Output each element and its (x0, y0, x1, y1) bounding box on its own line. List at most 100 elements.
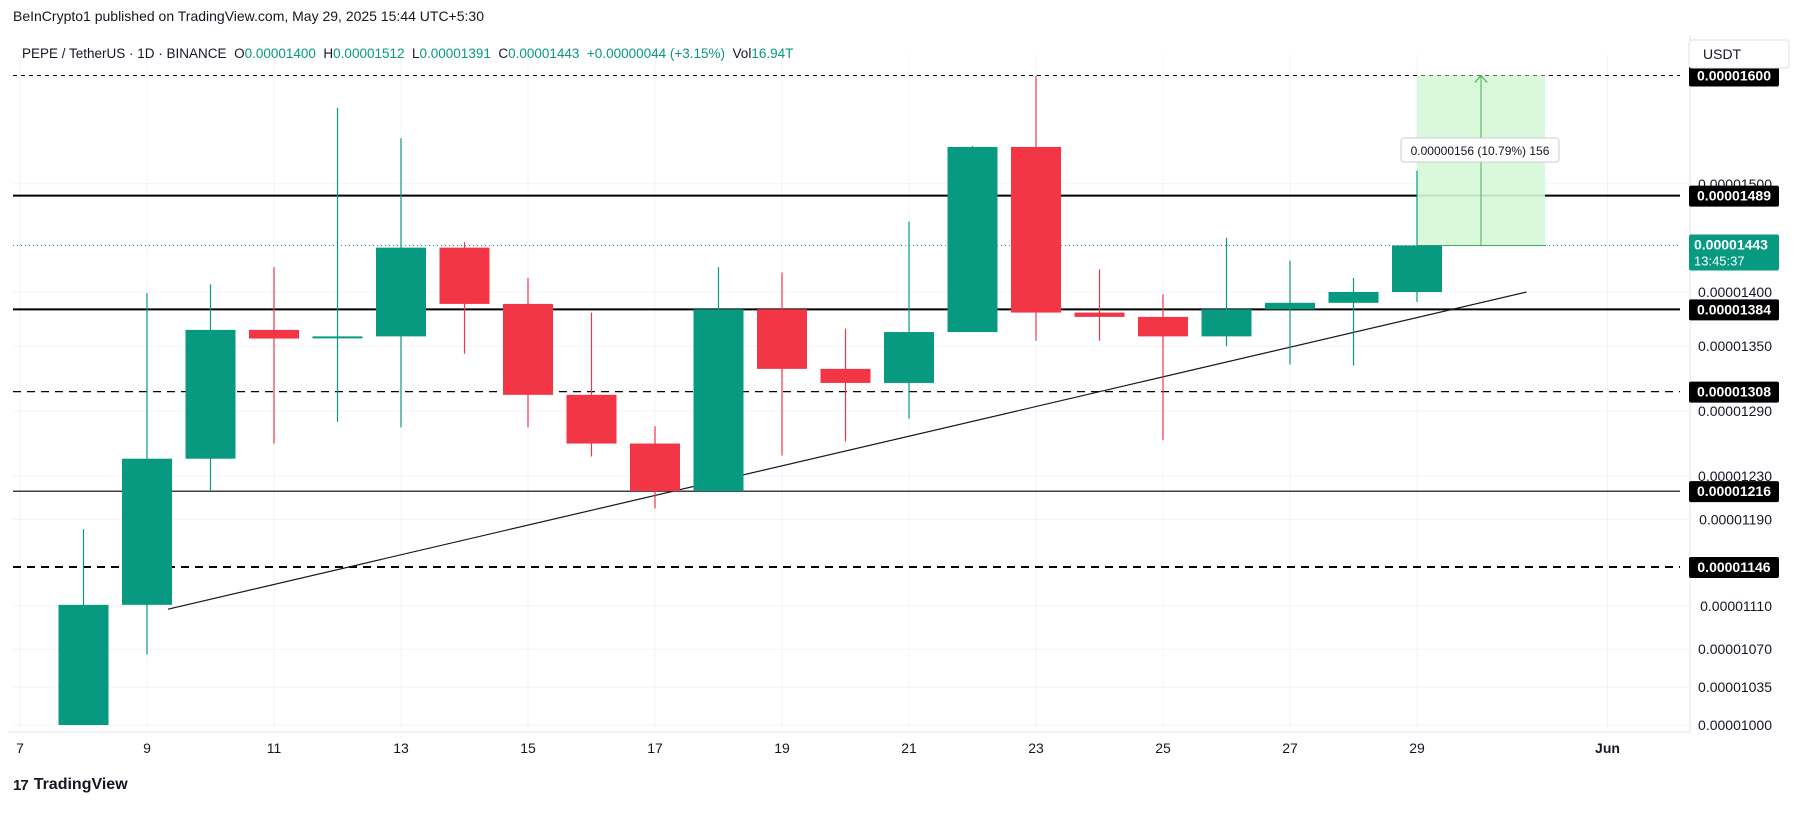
candle-bullish[interactable] (884, 221, 934, 419)
candle-body (1074, 312, 1125, 317)
candle-body (1265, 302, 1315, 310)
ascending-trendline[interactable] (167, 291, 1527, 610)
level-price-badge (1689, 185, 1779, 207)
level-price-badge-text: 0.00001308 (1697, 384, 1771, 400)
level-price-badge-text: 0.00001489 (1697, 188, 1771, 204)
tradingview-mark-icon: 17 (13, 776, 29, 794)
candle-bearish[interactable] (439, 242, 490, 354)
tradingview-brand-label: TradingView (33, 776, 128, 793)
candle-bullish[interactable] (58, 529, 109, 725)
time-axis-tick-label: 21 (901, 740, 917, 756)
symbol-name: PEPE / TetherUS · 1D · BINANCE (22, 46, 234, 61)
price-axis-tick-label: 0.00001350 (1698, 338, 1772, 354)
level-price-badge (1689, 381, 1779, 403)
candle-body (439, 247, 490, 304)
price-axis-tick-label: 0.00001290 (1698, 403, 1772, 419)
level-price-badge (1689, 481, 1779, 503)
projection-label-text: 0.00000156 (10.79%) 156 (1411, 144, 1550, 158)
time-axis-tick-label: 19 (774, 740, 790, 756)
time-axis-tick-label: 25 (1155, 740, 1171, 756)
candle-bearish[interactable] (1138, 294, 1188, 441)
horizontal-levels[interactable] (13, 0, 1680, 568)
projection-label-box (1400, 137, 1560, 163)
time-axis-tick-label: 27 (1282, 740, 1298, 756)
currency-button-bg (1688, 39, 1790, 69)
legend-high-label: H (323, 46, 333, 61)
level-price-badge-text: 0.00001216 (1697, 483, 1771, 499)
last-price-badge-bg (1689, 234, 1779, 271)
candle-bearish[interactable] (503, 277, 553, 428)
candle-body (757, 309, 807, 369)
candle-body (820, 368, 871, 383)
time-axis-tick-label: 9 (143, 740, 151, 756)
level-price-badge (1689, 65, 1779, 87)
level-price-badge (1689, 556, 1779, 578)
legend-high-value: 0.00001512 (333, 46, 412, 61)
candle-bullish[interactable] (1392, 170, 1442, 302)
price-range-projection[interactable]: 0.00000156 (10.79%) 156 (1400, 74, 1560, 246)
legend-open-label: O (234, 46, 245, 61)
projection-arrow-head-icon (1474, 74, 1488, 83)
level-price-labels: 0.000016960.000016000.000014890.00001384… (1689, 65, 1779, 578)
symbol-legend[interactable]: PEPE / TetherUS · 1D · BINANCE O0.000014… (22, 46, 793, 61)
candle-bearish[interactable] (630, 426, 680, 509)
candle-bullish[interactable] (312, 107, 363, 422)
price-axis-tick-label: 0.00001000 (1698, 717, 1772, 733)
candle-bullish[interactable] (376, 138, 426, 428)
legend-low-label: L (412, 46, 420, 61)
time-axis-tick-label: 15 (520, 740, 536, 756)
last-price-value: 0.00001443 (1694, 236, 1768, 252)
published-caption: BeInCrypto1 published on TradingView.com… (13, 8, 484, 24)
candle-bearish[interactable] (249, 267, 299, 444)
price-axis-tick-label: 0.00001110 (1700, 598, 1772, 614)
candle-bullish[interactable] (693, 267, 744, 492)
time-axis-tick-label: 7 (16, 740, 24, 756)
legend-change-value: +0.00000044 (+3.15%) (587, 46, 733, 61)
candle-body (58, 604, 109, 725)
candle-body (312, 336, 363, 339)
time-axis[interactable]: 7 9 11 13 15 17 19 21 23 25 27 29 Jun (16, 740, 1620, 756)
currency-button[interactable]: USDT (1688, 39, 1790, 69)
candle-body (693, 309, 744, 492)
level-price-badge-text: 0.00001384 (1697, 301, 1771, 317)
time-axis-tick-label: 11 (267, 740, 282, 756)
time-axis-tick-label: Jun (1595, 740, 1620, 756)
candle-body (376, 247, 426, 337)
candle-body (947, 146, 998, 333)
candle-body (566, 394, 617, 444)
candle-bearish[interactable] (1011, 75, 1061, 341)
candle-bullish[interactable] (1201, 237, 1252, 347)
candle-body (503, 303, 553, 395)
price-axis-tick-label: 0.00001070 (1698, 641, 1772, 657)
candle-body (185, 329, 236, 459)
candle-body (122, 458, 172, 605)
candle-bullish[interactable] (122, 293, 172, 655)
candle-body (1392, 245, 1442, 292)
candles[interactable] (58, 75, 1443, 726)
candle-bullish[interactable] (1265, 260, 1315, 365)
legend-low-value: 0.00001391 (420, 46, 499, 61)
candle-bullish[interactable] (185, 284, 236, 492)
legend-volume-value: 16.94T (751, 46, 793, 61)
candle-bullish[interactable] (947, 145, 998, 333)
price-axis-tick-label: 0.00001230 (1698, 468, 1772, 484)
candle-body (1138, 316, 1188, 337)
candle-body (1201, 309, 1252, 337)
level-price-badge-text: 0.00001146 (1697, 559, 1770, 575)
time-axis-tick-label: 17 (647, 740, 663, 756)
symbol-legend-text: PEPE / TetherUS · 1D · BINANCE O0.000014… (22, 46, 793, 61)
candle-bearish[interactable] (566, 312, 617, 457)
candle-bearish[interactable] (757, 272, 807, 456)
candle-body (1328, 292, 1379, 303)
tradingview-logo[interactable]: 17 TradingView (13, 776, 128, 794)
candle-bullish[interactable] (1328, 277, 1379, 366)
candle-body (630, 443, 680, 492)
legend-open-value: 0.00001400 (245, 46, 324, 61)
level-price-badge-text: 0.00001600 (1697, 68, 1771, 84)
candle-bearish[interactable] (820, 328, 871, 442)
bar-countdown-timer: 13:45:37 (1694, 253, 1745, 268)
candle-bearish[interactable] (1074, 269, 1125, 341)
